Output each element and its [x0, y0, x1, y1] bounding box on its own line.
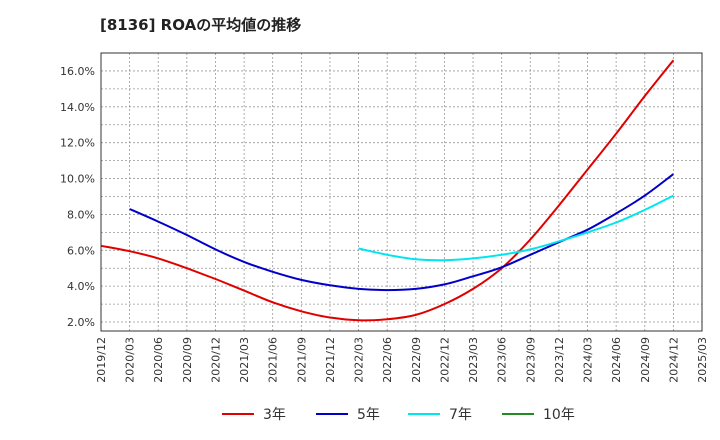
legend-label-10年: 10年: [543, 407, 575, 423]
x-tick-label: 2022/03: [353, 337, 366, 383]
y-tick-label: 10.0%: [60, 173, 95, 186]
x-tick-label: 2023/03: [467, 337, 480, 383]
x-tick-label: 2024/06: [610, 337, 623, 383]
x-tick-label: 2021/12: [324, 337, 337, 383]
plot-frame: [100, 52, 703, 332]
legend-label-7年: 7年: [449, 407, 472, 423]
x-axis-ticks: 2019/12 2020/03 2020/06 2020/09 2020/12 2021/…: [95, 337, 709, 383]
series-line-5年: [129, 173, 675, 292]
x-tick-label: 2023/09: [524, 337, 537, 383]
legend-label-3年: 3年: [263, 407, 286, 423]
x-tick-label: 2020/06: [152, 337, 165, 383]
x-tick-label: 2023/12: [553, 337, 566, 383]
legend: 3年 5年 7年 10年: [222, 407, 575, 423]
x-tick-label: 2022/09: [410, 337, 423, 383]
grid: [101, 53, 702, 331]
x-tick-label: 2024/12: [667, 337, 680, 383]
x-tick-label: 2023/06: [496, 337, 509, 383]
x-tick-label: 2024/03: [582, 337, 595, 383]
x-tick-label: 2022/06: [381, 337, 394, 383]
y-tick-label: 2.0%: [67, 316, 95, 329]
series-lines: [100, 59, 675, 322]
legend-label-5年: 5年: [357, 407, 380, 423]
y-tick-label: 12.0%: [60, 137, 95, 150]
x-tick-label: 2021/06: [267, 337, 280, 383]
x-tick-label: 2020/03: [124, 337, 137, 383]
x-tick-label: 2025/03: [696, 337, 709, 383]
x-tick-label: 2024/09: [639, 337, 652, 383]
x-tick-label: 2022/12: [438, 337, 451, 383]
y-axis-ticks: 2.0% 4.0% 6.0% 8.0% 10.0% 12.0% 14.0% 16.0%: [60, 65, 95, 329]
series-line-7年: [358, 194, 674, 262]
y-tick-label: 16.0%: [60, 65, 95, 78]
y-tick-label: 4.0%: [67, 280, 95, 293]
y-tick-label: 14.0%: [60, 101, 95, 114]
y-tick-label: 6.0%: [67, 244, 95, 257]
x-tick-label: 2020/09: [181, 337, 194, 383]
x-tick-label: 2021/09: [295, 337, 308, 383]
y-tick-label: 8.0%: [67, 208, 95, 221]
x-tick-label: 2020/12: [209, 337, 222, 383]
x-tick-label: 2021/03: [238, 337, 251, 383]
chart-title: [8136] ROAの平均値の推移: [100, 16, 301, 34]
series-line-3年: [100, 59, 675, 322]
x-tick-label: 2019/12: [95, 337, 108, 383]
